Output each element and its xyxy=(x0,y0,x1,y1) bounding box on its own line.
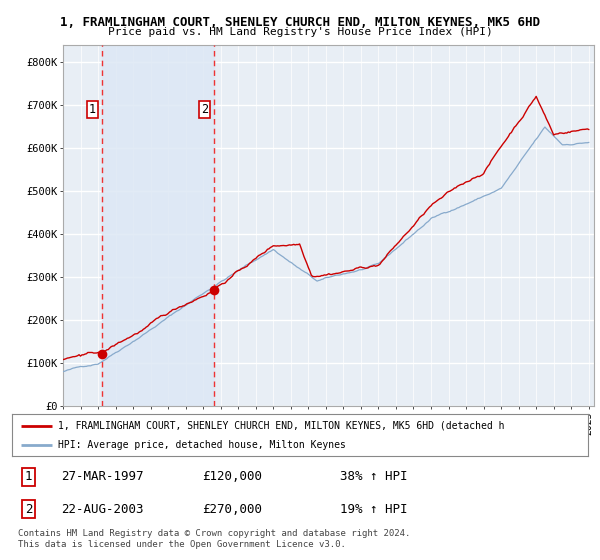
Text: Price paid vs. HM Land Registry's House Price Index (HPI): Price paid vs. HM Land Registry's House … xyxy=(107,27,493,37)
Text: 1, FRAMLINGHAM COURT, SHENLEY CHURCH END, MILTON KEYNES, MK5 6HD: 1, FRAMLINGHAM COURT, SHENLEY CHURCH END… xyxy=(60,16,540,29)
Text: 1: 1 xyxy=(89,103,96,116)
Text: Contains HM Land Registry data © Crown copyright and database right 2024.
This d: Contains HM Land Registry data © Crown c… xyxy=(18,529,410,549)
Bar xyxy=(102,45,214,406)
Text: 1: 1 xyxy=(25,470,32,483)
Text: 27-MAR-1997: 27-MAR-1997 xyxy=(61,470,143,483)
Text: 38% ↑ HPI: 38% ↑ HPI xyxy=(340,470,408,483)
Text: 22-AUG-2003: 22-AUG-2003 xyxy=(61,502,143,516)
Text: HPI: Average price, detached house, Milton Keynes: HPI: Average price, detached house, Milt… xyxy=(58,440,346,450)
Text: £120,000: £120,000 xyxy=(202,470,262,483)
Text: 2: 2 xyxy=(25,502,32,516)
Text: £270,000: £270,000 xyxy=(202,502,262,516)
Text: 1, FRAMLINGHAM COURT, SHENLEY CHURCH END, MILTON KEYNES, MK5 6HD (detached h: 1, FRAMLINGHAM COURT, SHENLEY CHURCH END… xyxy=(58,421,505,431)
Text: 2: 2 xyxy=(201,103,208,116)
Text: 19% ↑ HPI: 19% ↑ HPI xyxy=(340,502,408,516)
